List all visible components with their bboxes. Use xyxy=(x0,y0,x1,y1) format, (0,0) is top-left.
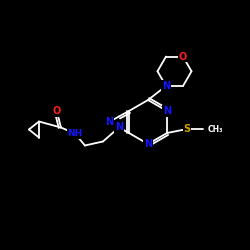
Text: S: S xyxy=(184,124,190,134)
Text: N: N xyxy=(163,106,171,116)
Text: O: O xyxy=(179,52,187,62)
Text: N: N xyxy=(162,81,170,91)
Text: O: O xyxy=(53,106,61,117)
Text: NH: NH xyxy=(67,129,82,138)
Text: N: N xyxy=(105,117,113,127)
Text: N: N xyxy=(144,139,152,149)
Text: CH₃: CH₃ xyxy=(208,124,224,134)
Text: N: N xyxy=(115,122,123,132)
